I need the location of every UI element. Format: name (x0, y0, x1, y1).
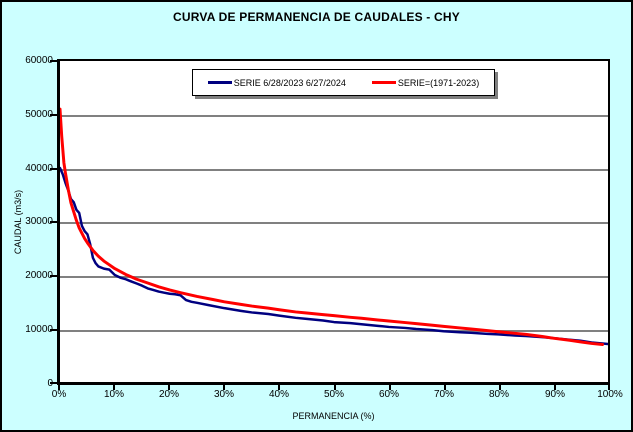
x-tick-label: 50% (323, 389, 344, 400)
gridline-50000 (60, 115, 608, 117)
y-tick-label: 0 (47, 378, 53, 389)
y-tick-label: 30000 (25, 216, 53, 227)
x-axis-tick (499, 385, 501, 390)
gridline-40000 (60, 169, 608, 171)
x-axis-tick (223, 385, 225, 390)
y-tick-label: 50000 (25, 109, 53, 120)
legend-item-serie-1971-2023: SERIE=(1971-2023) (371, 77, 480, 88)
y-axis-tick (50, 168, 57, 170)
gridline-10000 (60, 330, 608, 332)
x-axis-tick (554, 385, 556, 390)
x-tick-label: 60% (378, 389, 399, 400)
y-axis-tick (50, 60, 57, 62)
x-tick-label: 30% (213, 389, 234, 400)
x-axis-tick (168, 385, 170, 390)
x-axis-tick (113, 385, 115, 390)
legend-item-serie-2023-2024: SERIE 6/28/2023 6/27/2024 (207, 77, 346, 88)
x-axis-tick (389, 385, 391, 390)
x-tick-label: 100% (597, 389, 623, 400)
x-tick-label: 10% (103, 389, 124, 400)
x-tick-label: 40% (268, 389, 289, 400)
y-tick-label: 10000 (25, 324, 53, 335)
x-axis-tick (58, 385, 60, 390)
x-axis-tick (444, 385, 446, 390)
y-tick-label: 60000 (25, 55, 53, 66)
x-axis-tick (278, 385, 280, 390)
y-axis-tick (50, 114, 57, 116)
x-tick-label: 0% (51, 389, 67, 400)
legend-label: SERIE=(1971-2023) (397, 77, 480, 88)
y-axis-tick (50, 382, 57, 384)
x-tick-label: 90% (544, 389, 565, 400)
series-svg (60, 107, 608, 347)
gridline-20000 (60, 276, 608, 278)
y-axis-title: CAUDAL (m3/s) (13, 189, 23, 255)
y-axis-tick (50, 275, 57, 277)
y-tick-label: 40000 (25, 163, 53, 174)
legend-line-swatch-red (371, 81, 396, 84)
x-axis-title: PERMANENCIA (%) (292, 411, 375, 421)
gridline-30000 (60, 222, 608, 224)
x-axis-tick (334, 385, 336, 390)
y-axis-tick (50, 221, 57, 223)
x-tick-label: 70% (433, 389, 454, 400)
x-axis-tick (608, 385, 610, 390)
y-axis-tick (50, 329, 57, 331)
x-tick-label: 20% (158, 389, 179, 400)
legend-line-swatch-blue (207, 81, 232, 84)
plot-area (57, 59, 610, 385)
legend: SERIE 6/28/2023 6/27/2024 SERIE=(1971-20… (192, 69, 495, 96)
chart-title: CURVA DE PERMANENCIA DE CAUDALES - CHY (173, 10, 460, 24)
legend-label: SERIE 6/28/2023 6/27/2024 (233, 77, 346, 88)
y-tick-label: 20000 (25, 270, 53, 281)
x-tick-label: 80% (488, 389, 509, 400)
